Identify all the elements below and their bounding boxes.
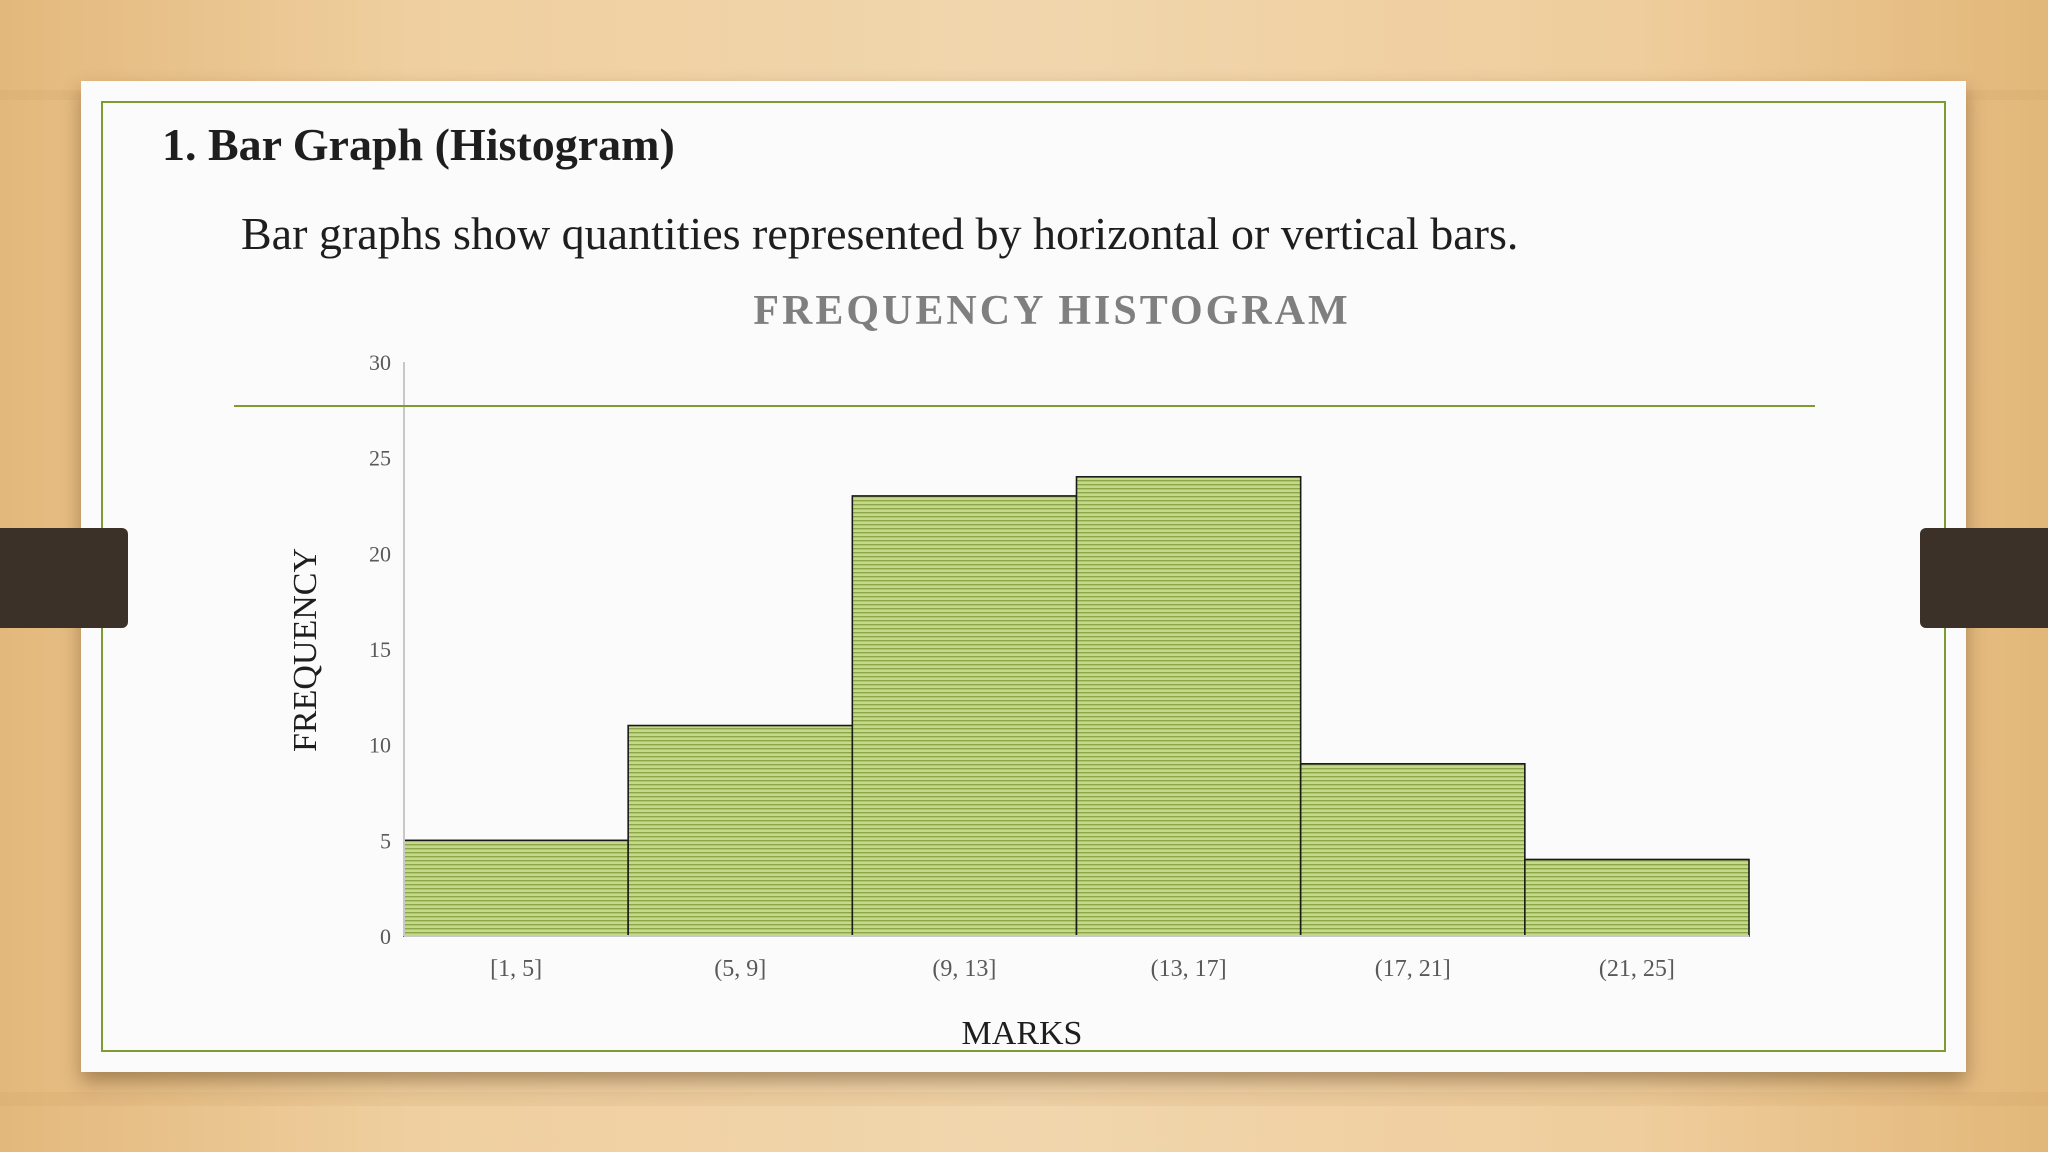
x-tick-label: (21, 25] <box>1599 956 1675 982</box>
x-tick-label: [1, 5] <box>490 956 542 982</box>
histogram-bar <box>1075 475 1302 937</box>
y-axis-label: FREQUENCY <box>287 548 324 752</box>
histogram-bar <box>1299 762 1526 937</box>
y-tick-label: 20 <box>369 541 391 566</box>
chart-title: FREQUENCY HISTOGRAM <box>753 288 1350 334</box>
y-tick-label: 30 <box>369 350 391 375</box>
y-tick-label: 25 <box>369 446 391 471</box>
wood-grain <box>0 1092 2048 1106</box>
x-axis-label: MARKS <box>962 1015 1083 1052</box>
x-tick-label: (13, 17] <box>1151 956 1227 982</box>
histogram-bar <box>627 724 854 937</box>
slide-subtitle: Bar graphs show quantities represented b… <box>241 208 1519 259</box>
x-tick-label: (17, 21] <box>1375 956 1451 982</box>
plot-area: 0 5 10 15 20 25 30 [1, 5] (5, 9] (9, 13] (13, 17] (… <box>369 350 1750 982</box>
histogram-bar <box>403 839 629 937</box>
binder-clip-right <box>1920 528 2048 628</box>
y-tick-label: 5 <box>380 828 391 853</box>
y-tick-label: 10 <box>369 733 391 758</box>
histogram-bar <box>851 495 1078 937</box>
x-tick-label: (5, 9] <box>714 956 766 982</box>
y-tick-label: 0 <box>380 924 391 949</box>
title-divider <box>234 405 1815 407</box>
histogram-bar <box>1524 858 1750 937</box>
binder-clip-left <box>0 528 128 628</box>
x-tick-label: (9, 13] <box>932 956 996 982</box>
y-tick-label: 15 <box>369 637 391 662</box>
slide-title: 1. Bar Graph (Histogram) <box>162 119 675 170</box>
